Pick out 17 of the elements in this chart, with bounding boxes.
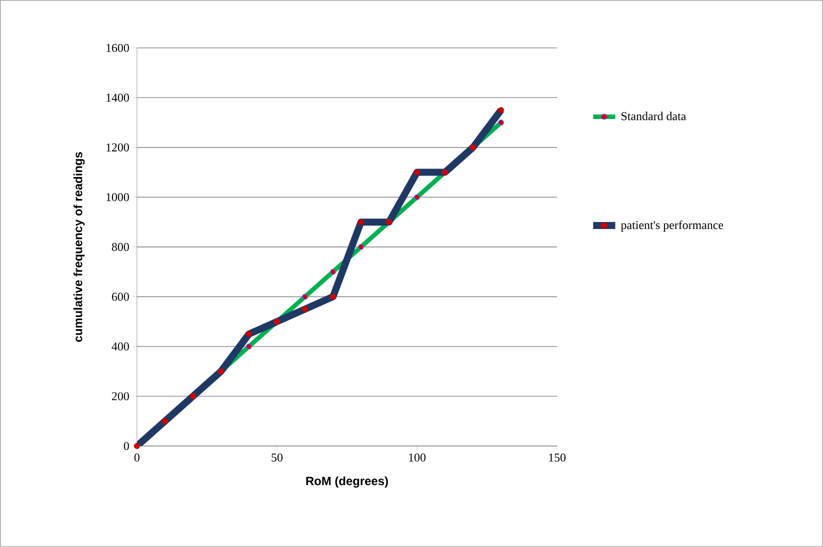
y-tick-label: 1200 (106, 143, 129, 152)
y-tick-label: 800 (112, 242, 129, 252)
y-tick-label: 200 (112, 392, 129, 400)
y-tick-label: 1400 (106, 94, 129, 102)
x-tick-label: 50 (272, 454, 282, 462)
x-axis-title: RoM (degrees) (306, 476, 388, 488)
legend-label: Standard data (622, 112, 686, 120)
legend-label: patient's performance (620, 220, 724, 232)
y-tick-label: 400 (112, 342, 129, 351)
x-tick-label: 0 (134, 454, 140, 462)
x-tick-label: 150 (549, 454, 566, 462)
y-tick-label: 1000 (106, 193, 129, 202)
y-axis-title: cumulative frequency of readings (73, 152, 85, 342)
y-tick-label: 0 (124, 442, 129, 450)
y-tick-label: 1600 (106, 44, 129, 52)
y-tick-label: 600 (112, 292, 129, 301)
x-tick-label: 100 (409, 454, 426, 462)
